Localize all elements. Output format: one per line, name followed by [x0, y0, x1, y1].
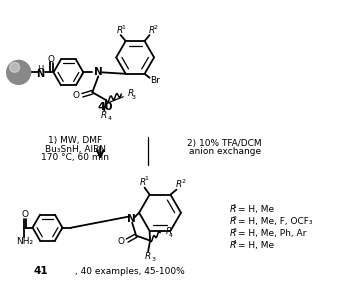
- Text: N: N: [127, 214, 136, 224]
- Text: 4: 4: [169, 233, 173, 238]
- Text: 1) MW, DMF: 1) MW, DMF: [48, 136, 102, 145]
- Text: 2) 10% TFA/DCM: 2) 10% TFA/DCM: [188, 139, 262, 148]
- Text: 3: 3: [151, 257, 155, 262]
- Text: R: R: [101, 111, 107, 120]
- Text: O: O: [118, 237, 125, 246]
- Text: NH₂: NH₂: [16, 237, 33, 246]
- Text: = H, Me, Ph, Ar: = H, Me, Ph, Ar: [238, 229, 306, 238]
- Circle shape: [10, 62, 20, 72]
- Text: R: R: [140, 178, 146, 187]
- Text: R: R: [145, 252, 151, 261]
- Text: N: N: [94, 68, 103, 77]
- Text: R: R: [230, 229, 236, 238]
- Text: = H, Me, F, OCF₃: = H, Me, F, OCF₃: [238, 217, 312, 226]
- Text: R: R: [148, 26, 155, 34]
- Text: R: R: [166, 227, 172, 236]
- Text: 40: 40: [97, 102, 113, 112]
- Text: = H, Me: = H, Me: [238, 205, 274, 214]
- Text: O: O: [48, 55, 55, 64]
- Text: = H, Me: = H, Me: [238, 241, 274, 250]
- Text: 3: 3: [131, 95, 135, 100]
- Text: H: H: [37, 65, 44, 74]
- Text: 1: 1: [145, 176, 148, 181]
- Text: O: O: [73, 91, 80, 100]
- Text: Br: Br: [151, 76, 161, 85]
- Text: anion exchange: anion exchange: [189, 148, 261, 157]
- Text: O: O: [21, 210, 28, 219]
- Text: 2: 2: [233, 216, 237, 221]
- Text: , 40 examples, 45-100%: , 40 examples, 45-100%: [75, 267, 185, 276]
- Text: 4: 4: [233, 240, 237, 245]
- Text: 1: 1: [122, 25, 126, 30]
- Text: N: N: [37, 69, 45, 80]
- Text: 2: 2: [182, 179, 186, 184]
- Text: R: R: [230, 205, 236, 214]
- Text: R: R: [230, 241, 236, 250]
- Text: Bu₃SnH, AIBN: Bu₃SnH, AIBN: [45, 145, 106, 154]
- Text: R: R: [117, 26, 123, 34]
- Text: R: R: [175, 180, 182, 189]
- Text: 41: 41: [33, 266, 48, 276]
- Text: 3: 3: [233, 228, 237, 233]
- Text: 170 °C, 60 min: 170 °C, 60 min: [41, 154, 110, 163]
- Text: 1: 1: [233, 204, 237, 209]
- Text: R: R: [128, 89, 135, 98]
- Circle shape: [7, 60, 30, 84]
- Text: 2: 2: [153, 25, 158, 30]
- Text: 4: 4: [107, 116, 111, 121]
- Text: R: R: [230, 217, 236, 226]
